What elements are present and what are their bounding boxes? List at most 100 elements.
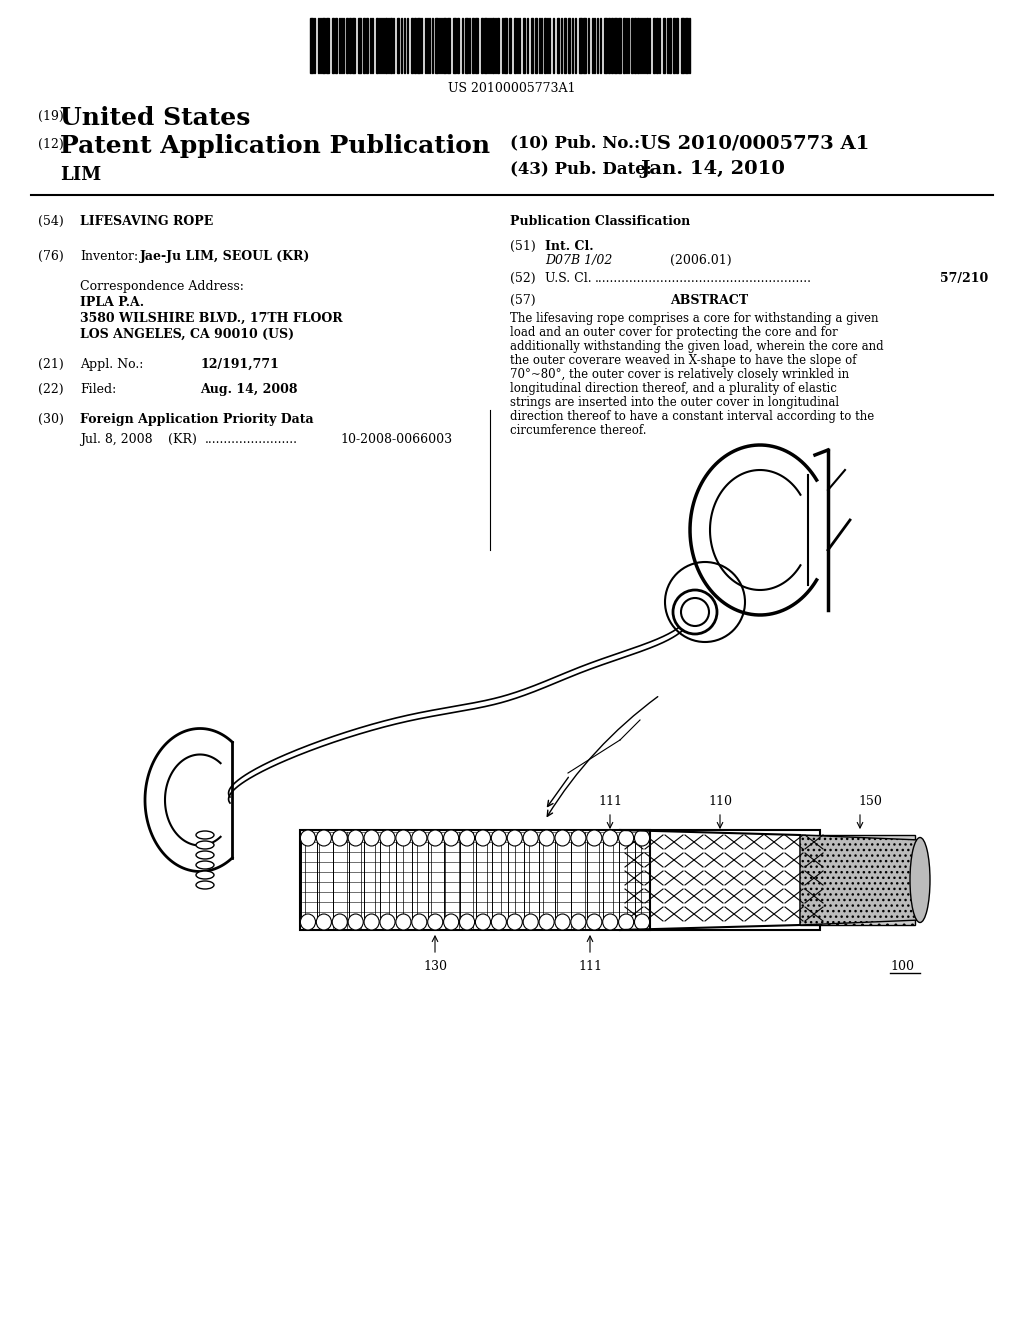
Text: (22): (22)	[38, 383, 63, 396]
Bar	[631, 18, 633, 73]
Ellipse shape	[196, 841, 214, 849]
Bar	[349, 18, 351, 73]
Ellipse shape	[587, 830, 602, 846]
Text: strings are inserted into the outer cover in longitudinal: strings are inserted into the outer cove…	[510, 396, 839, 409]
Bar	[676, 18, 678, 73]
Bar	[497, 18, 499, 73]
Bar	[656, 18, 658, 73]
Ellipse shape	[507, 913, 522, 931]
Bar	[604, 18, 607, 73]
Bar	[310, 18, 313, 73]
Bar	[564, 18, 566, 73]
Text: Inventor:: Inventor:	[80, 249, 138, 263]
Text: Jae-Ju LIM, SEOUL (KR): Jae-Ju LIM, SEOUL (KR)	[140, 249, 310, 263]
Bar	[300, 830, 650, 931]
Ellipse shape	[587, 913, 602, 931]
Ellipse shape	[412, 830, 427, 846]
Text: Publication Classification: Publication Classification	[510, 215, 690, 228]
Ellipse shape	[570, 913, 586, 931]
Bar	[800, 836, 915, 925]
Bar	[492, 18, 494, 73]
Bar	[611, 18, 613, 73]
Text: Patent Application Publication: Patent Application Publication	[60, 135, 490, 158]
Ellipse shape	[618, 913, 634, 931]
Text: Correspondence Address:: Correspondence Address:	[80, 280, 244, 293]
Ellipse shape	[365, 913, 379, 931]
Ellipse shape	[539, 913, 554, 931]
Text: IPLA P.A.: IPLA P.A.	[80, 296, 144, 309]
Text: 111: 111	[578, 960, 602, 973]
Text: Aug. 14, 2008: Aug. 14, 2008	[200, 383, 298, 396]
Ellipse shape	[196, 851, 214, 859]
Text: (2006.01): (2006.01)	[670, 253, 731, 267]
Text: (52): (52)	[510, 272, 536, 285]
Text: (51): (51)	[510, 240, 536, 253]
Ellipse shape	[443, 913, 459, 931]
Ellipse shape	[196, 861, 214, 869]
Ellipse shape	[300, 913, 315, 931]
Ellipse shape	[396, 913, 411, 931]
Bar	[376, 18, 378, 73]
Bar	[669, 18, 671, 73]
Text: ABSTRACT: ABSTRACT	[670, 294, 749, 308]
Bar	[531, 18, 534, 73]
Bar	[335, 18, 337, 73]
Text: Int. Cl.: Int. Cl.	[545, 240, 594, 253]
Bar	[568, 18, 570, 73]
Text: 110: 110	[708, 795, 732, 808]
Bar	[653, 18, 655, 73]
Ellipse shape	[316, 830, 332, 846]
Bar	[397, 18, 399, 73]
Bar	[322, 18, 325, 73]
Text: (30): (30)	[38, 413, 63, 426]
Ellipse shape	[196, 871, 214, 879]
Ellipse shape	[603, 913, 617, 931]
Text: longitudinal direction thereof, and a plurality of elastic: longitudinal direction thereof, and a pl…	[510, 381, 837, 395]
Text: (KR): (KR)	[168, 433, 197, 446]
Bar	[358, 18, 361, 73]
Text: US 2010/0005773 A1: US 2010/0005773 A1	[640, 135, 869, 152]
Bar	[623, 18, 625, 73]
Ellipse shape	[332, 913, 347, 931]
Text: ........................: ........................	[205, 433, 298, 446]
Text: Jul. 8, 2008: Jul. 8, 2008	[80, 433, 153, 446]
Text: (19): (19)	[38, 110, 63, 123]
Ellipse shape	[332, 830, 347, 846]
Bar	[472, 18, 474, 73]
Text: 57/210: 57/210	[940, 272, 988, 285]
Circle shape	[673, 590, 717, 634]
Ellipse shape	[523, 830, 539, 846]
Bar	[447, 18, 450, 73]
Bar	[634, 18, 636, 73]
Text: Foreign Application Priority Data: Foreign Application Priority Data	[80, 413, 313, 426]
Text: (21): (21)	[38, 358, 63, 371]
Ellipse shape	[196, 832, 214, 840]
Bar	[557, 18, 559, 73]
Bar	[509, 18, 511, 73]
Bar	[620, 830, 820, 931]
Bar	[475, 18, 478, 73]
Bar	[544, 18, 546, 73]
Ellipse shape	[316, 913, 332, 931]
Bar	[352, 18, 355, 73]
Bar	[453, 18, 456, 73]
Ellipse shape	[492, 830, 507, 846]
Circle shape	[681, 598, 709, 626]
Ellipse shape	[460, 830, 474, 846]
Text: The lifesaving rope comprises a core for withstanding a given: The lifesaving rope comprises a core for…	[510, 312, 879, 325]
Bar	[484, 18, 487, 73]
Ellipse shape	[570, 830, 586, 846]
Text: Filed:: Filed:	[80, 383, 117, 396]
Text: 70°~80°, the outer cover is relatively closely wrinkled in: 70°~80°, the outer cover is relatively c…	[510, 368, 849, 381]
Bar	[685, 18, 688, 73]
Text: the outer coverare weaved in X-shape to have the slope of: the outer coverare weaved in X-shape to …	[510, 354, 856, 367]
Bar	[414, 18, 416, 73]
Bar	[411, 18, 413, 73]
Bar	[346, 18, 348, 73]
Ellipse shape	[443, 830, 459, 846]
Text: LOS ANGELES, CA 90010 (US): LOS ANGELES, CA 90010 (US)	[80, 327, 294, 341]
Bar	[618, 18, 621, 73]
Bar	[417, 18, 420, 73]
Bar	[673, 18, 675, 73]
Ellipse shape	[603, 830, 617, 846]
